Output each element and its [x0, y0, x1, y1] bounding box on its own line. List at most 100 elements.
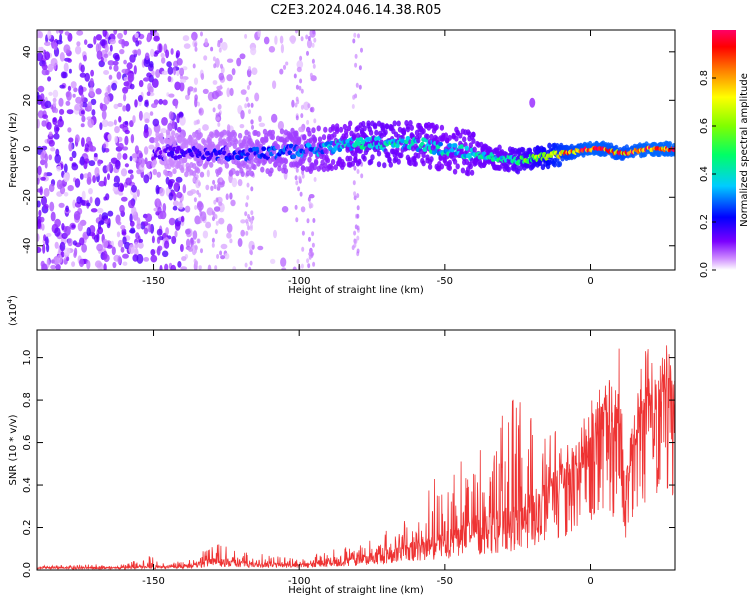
spectrogram-cell: [117, 221, 122, 226]
spectrogram-cell: [67, 58, 72, 63]
spectrogram-cell: [122, 253, 129, 259]
spectrogram-cell: [352, 94, 356, 100]
spectrogram-cell: [37, 85, 45, 93]
spectrogram-cell: [361, 120, 366, 127]
spectrogram-cell: [245, 230, 249, 236]
spectrogram-cell: [311, 42, 315, 48]
spectrogram-cell: [158, 98, 163, 105]
spectrogram-cell: [521, 147, 526, 154]
spectrogram-cell: [129, 54, 136, 63]
spectrogram-cell: [224, 162, 230, 169]
spectrogram-cell: [185, 228, 191, 235]
spectrogram-cell: [48, 154, 53, 161]
spectrogram-cell: [293, 73, 297, 79]
spectrogram-cell: [37, 177, 40, 185]
spectrogram-cell: [250, 119, 254, 125]
spectrogram-cell: [82, 54, 87, 62]
spectrogram-cell: [112, 261, 117, 269]
spectrogram-cell: [219, 158, 224, 165]
spectrogram-cell: [136, 169, 142, 175]
spectrogram-cell: [107, 84, 111, 94]
spectrogram-cell: [143, 146, 149, 155]
spectrogram-cell: [316, 125, 321, 132]
spectrogram-cell: [131, 185, 137, 193]
spectrogram-cell: [47, 63, 54, 73]
spectrogram-cell: [103, 95, 111, 105]
spectrogram-cell: [91, 109, 96, 116]
spectrogram-cell: [184, 205, 191, 213]
spectrogram-cell: [192, 177, 196, 183]
spectrogram-cell: [194, 244, 198, 250]
spectrogram-cell: [264, 136, 269, 143]
spectrogram-cell: [41, 120, 47, 127]
spectrogram-cell: [41, 68, 49, 76]
spectrogram-cell: [95, 34, 102, 41]
spectrogram-cell: [416, 152, 421, 159]
spectrogram-cell: [239, 53, 246, 60]
spectrogram-cell: [324, 148, 329, 155]
spectrogram-cell: [81, 243, 87, 253]
spectrogram-cell: [218, 217, 225, 225]
spectrogram-cell: [165, 227, 170, 236]
spectrogram-cell: [338, 126, 344, 133]
spectrogram-cell: [334, 123, 340, 130]
spectrogram-cell: [405, 126, 411, 133]
colorbar-gradient: [712, 30, 736, 270]
spectrogram-cell: [198, 132, 203, 139]
spectrogram-cell: [96, 207, 104, 214]
spectrogram-cell: [311, 231, 315, 237]
spectrogram-cell: [171, 161, 176, 168]
spectrogram-cell: [98, 220, 105, 226]
spectrogram-cell: [163, 155, 168, 162]
spectrogram-cell: [401, 127, 407, 134]
spectrogram-cell: [182, 156, 188, 163]
spectrogram-cell: [150, 254, 158, 263]
spectrogram-cell: [323, 126, 328, 133]
spectrogram-cell: [64, 31, 70, 36]
spectrogram-y-ticks: -40 -20 0 20 40: [22, 45, 675, 254]
spectrogram-cell: [281, 267, 287, 270]
spectrogram-cell: [64, 225, 71, 236]
spectrogram-cell: [156, 228, 163, 236]
spectrogram-cell: [63, 192, 69, 197]
spectrogram-cell: [312, 63, 316, 69]
spectrogram-cell: [63, 62, 69, 72]
spectrogram-cell: [81, 190, 86, 201]
spectrogram-cell: [67, 85, 72, 91]
spectrogram-cell: [176, 58, 183, 66]
spectrogram-cell: [65, 205, 69, 213]
spectrogram-cell: [161, 57, 166, 64]
spectrogram-cell: [538, 160, 543, 166]
spectrogram-cell: [72, 199, 76, 209]
spectrogram-cell: [247, 225, 251, 231]
spectrogram-cell: [138, 158, 143, 165]
spectrogram-cell: [358, 65, 362, 71]
spectrogram-cell: [180, 266, 188, 270]
spectrogram-cell: [84, 142, 89, 152]
y-tick-label: 0.0: [22, 562, 33, 578]
y-tick-label: 0.4: [22, 477, 33, 493]
spectrogram-cell: [300, 206, 306, 213]
x-tick-label: -150: [142, 276, 165, 287]
spectrogram-cell: [311, 127, 316, 134]
spectrogram-cell: [219, 177, 223, 183]
spectrogram-cell: [434, 124, 439, 130]
spectrogram-cell: [229, 87, 234, 97]
spectrogram-cell: [58, 97, 64, 107]
spectrogram-cell: [119, 204, 125, 214]
spectrogram-cell: [179, 78, 187, 83]
spectrogram-cell: [136, 223, 142, 230]
spectrogram-cell: [146, 91, 151, 96]
spectrogram-cell: [48, 139, 55, 147]
spectrogram-cell: [107, 210, 114, 217]
spectrogram-cell: [447, 165, 452, 171]
spectrogram-cell: [207, 264, 212, 270]
spectrogram-cell: [80, 123, 85, 128]
spectrogram-cell: [224, 253, 230, 260]
spectrogram-cell: [147, 32, 151, 41]
spectrogram-cell: [134, 241, 139, 249]
spectrogram-cell: [225, 193, 229, 200]
spectrogram-cell: [66, 90, 72, 101]
spectrogram-cell: [155, 184, 160, 195]
spectrogram-cell: [356, 248, 360, 254]
